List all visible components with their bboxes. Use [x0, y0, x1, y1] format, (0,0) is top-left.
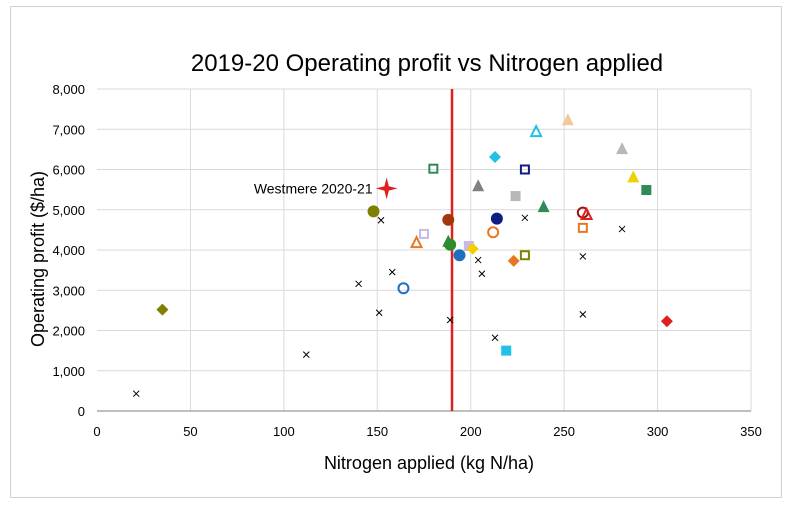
- data-point: [156, 303, 169, 316]
- data-point: [466, 242, 479, 255]
- data-point: [627, 170, 640, 183]
- x-tick-label: 350: [740, 424, 762, 439]
- x-marker-point: [579, 253, 587, 260]
- y-axis-ticks: 0 1,000 2,000 3,000 4,000 5,000 6,000 7,000 8,00…: [52, 82, 85, 419]
- x-marker-point: [302, 351, 310, 359]
- chart-title: 2019-20 Operating profit vs Nitrogen app…: [191, 50, 663, 77]
- y-tick-label: 7,000: [52, 122, 85, 137]
- data-point: [472, 179, 485, 192]
- x-marker-point: [579, 311, 587, 318]
- x-tick-label: 250: [553, 424, 575, 439]
- x-tick-label: 100: [273, 424, 295, 439]
- x-tick-label: 50: [183, 424, 197, 439]
- x-marker-point: [388, 268, 396, 276]
- x-tick-label: 300: [647, 424, 669, 439]
- data-point: [616, 142, 629, 155]
- x-axis-label: Nitrogen applied (kg N/ha): [324, 453, 534, 473]
- data-point: [489, 151, 502, 164]
- data-point: [463, 240, 474, 251]
- data-point: [577, 222, 588, 233]
- x-marker-point: [521, 214, 529, 222]
- gridlines: [97, 88, 752, 411]
- data-point: [561, 113, 574, 126]
- x-tick-label: 150: [366, 424, 388, 439]
- scatter-chart: 2019-20 Operating profit vs Nitrogen app…: [28, 50, 762, 473]
- data-point: [529, 123, 543, 138]
- y-tick-label: 0: [78, 404, 85, 419]
- x-marker-point: [446, 316, 454, 324]
- data-point: [501, 345, 512, 356]
- data-point: [428, 163, 439, 174]
- y-tick-label: 5,000: [52, 203, 85, 218]
- data-point: [444, 238, 457, 251]
- data-point: [409, 234, 424, 249]
- data-point: [507, 254, 520, 267]
- x-marker-point: [618, 225, 626, 233]
- data-point: [397, 282, 410, 295]
- data-point: [419, 228, 429, 239]
- x-tick-label: 0: [93, 424, 100, 439]
- x-marker-point: [478, 270, 486, 278]
- y-tick-label: 8,000: [52, 82, 85, 97]
- x-axis-ticks: 0 50 100 150 200 250 300 350: [93, 424, 761, 439]
- data-point: [490, 212, 503, 225]
- data-point: [442, 213, 455, 226]
- y-tick-label: 1,000: [52, 364, 85, 379]
- westmere-star-point: [375, 177, 398, 200]
- y-tick-label: 2,000: [52, 324, 85, 339]
- x-marker-point: [132, 390, 140, 398]
- data-point: [579, 206, 594, 220]
- y-tick-label: 4,000: [52, 243, 85, 258]
- data-point: [453, 249, 466, 262]
- data-point: [487, 226, 500, 239]
- y-axis-label: Operating profit ($/ha): [28, 171, 48, 347]
- chart-frame: 2019-20 Operating profit vs Nitrogen app…: [10, 6, 782, 498]
- x-tick-label: 200: [460, 424, 482, 439]
- x-marker-point: [474, 256, 482, 264]
- x-marker-point: [377, 216, 385, 224]
- y-tick-label: 6,000: [52, 163, 85, 178]
- x-marker-point: [355, 280, 362, 288]
- data-point: [660, 315, 673, 328]
- y-tick-label: 3,000: [52, 283, 85, 298]
- westmere-annotation: Westmere 2020-21: [254, 180, 373, 196]
- data-point: [519, 164, 530, 175]
- data-point: [537, 200, 550, 213]
- data-point: [641, 185, 652, 196]
- data-points: [132, 113, 673, 398]
- data-point: [367, 205, 380, 218]
- x-marker-point: [491, 334, 499, 342]
- data-point: [510, 191, 521, 202]
- x-marker-point: [375, 309, 383, 317]
- data-point: [519, 250, 530, 261]
